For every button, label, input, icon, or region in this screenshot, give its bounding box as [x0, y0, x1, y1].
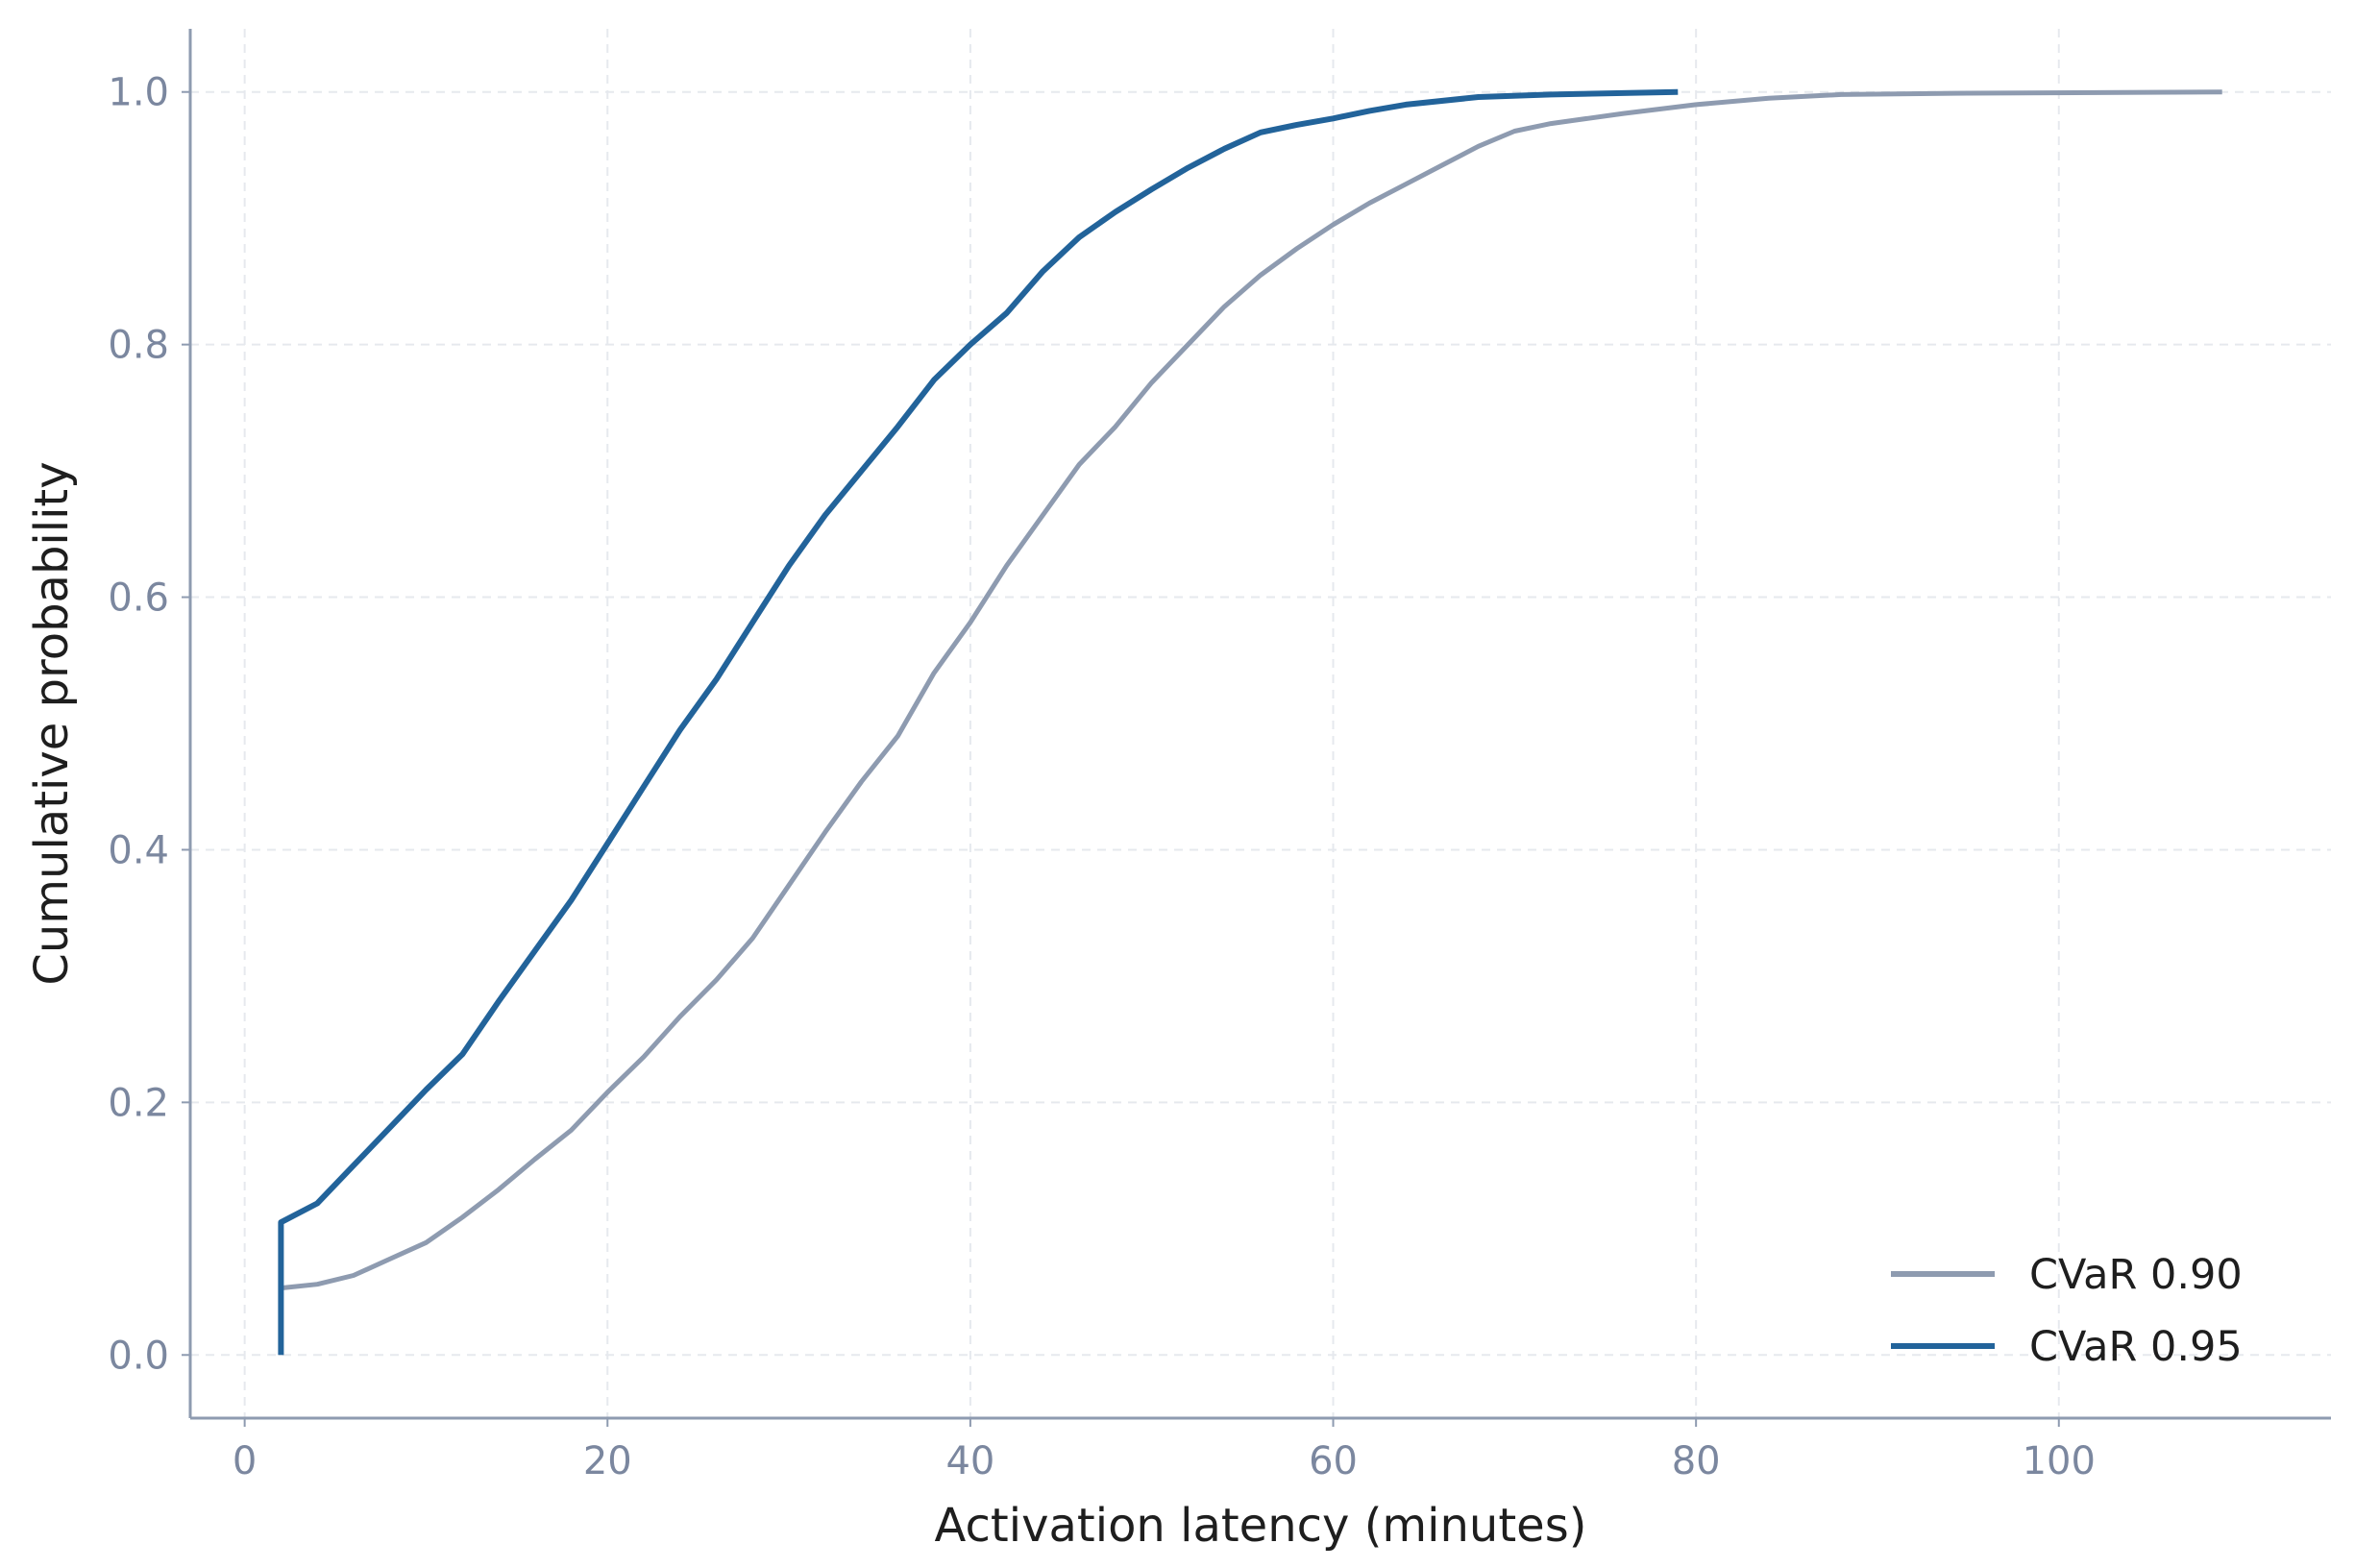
x-tick-label: 20 [583, 1439, 632, 1483]
series-line-cvar-0-95 [278, 88, 1679, 1356]
y-axis-title: Cumulative probability [25, 461, 79, 985]
y-tick-label: 0.6 [108, 576, 169, 621]
y-tick-label: 0.4 [108, 828, 169, 872]
y-tick-label: 0.0 [108, 1334, 169, 1378]
x-axis-title: Activation latency (minutes) [935, 1499, 1587, 1553]
y-tick-label: 0.8 [108, 324, 169, 368]
y-ticks: 0.0 0.2 0.4 0.6 0.8 1.0 [108, 71, 190, 1378]
x-tick-label: 100 [2023, 1439, 2096, 1483]
grid [190, 29, 2331, 1418]
x-tick-label: 40 [945, 1439, 994, 1483]
legend: CVaR 0.90 CVaR 0.95 [1891, 1251, 2243, 1371]
series-lines [278, 88, 2222, 1356]
legend-label-cvar-090: CVaR 0.90 [2029, 1251, 2243, 1299]
x-tick-label: 0 [233, 1439, 257, 1483]
x-ticks: 0 20 40 60 80 100 [233, 1418, 2096, 1483]
x-tick-label: 60 [1309, 1439, 1358, 1483]
axes [188, 29, 2331, 1420]
series-line-cvar-0-90 [278, 89, 2222, 1356]
x-tick-label: 80 [1672, 1439, 1721, 1483]
legend-label-cvar-095: CVaR 0.95 [2029, 1323, 2243, 1371]
y-tick-label: 1.0 [108, 71, 169, 115]
y-tick-label: 0.2 [108, 1081, 169, 1125]
